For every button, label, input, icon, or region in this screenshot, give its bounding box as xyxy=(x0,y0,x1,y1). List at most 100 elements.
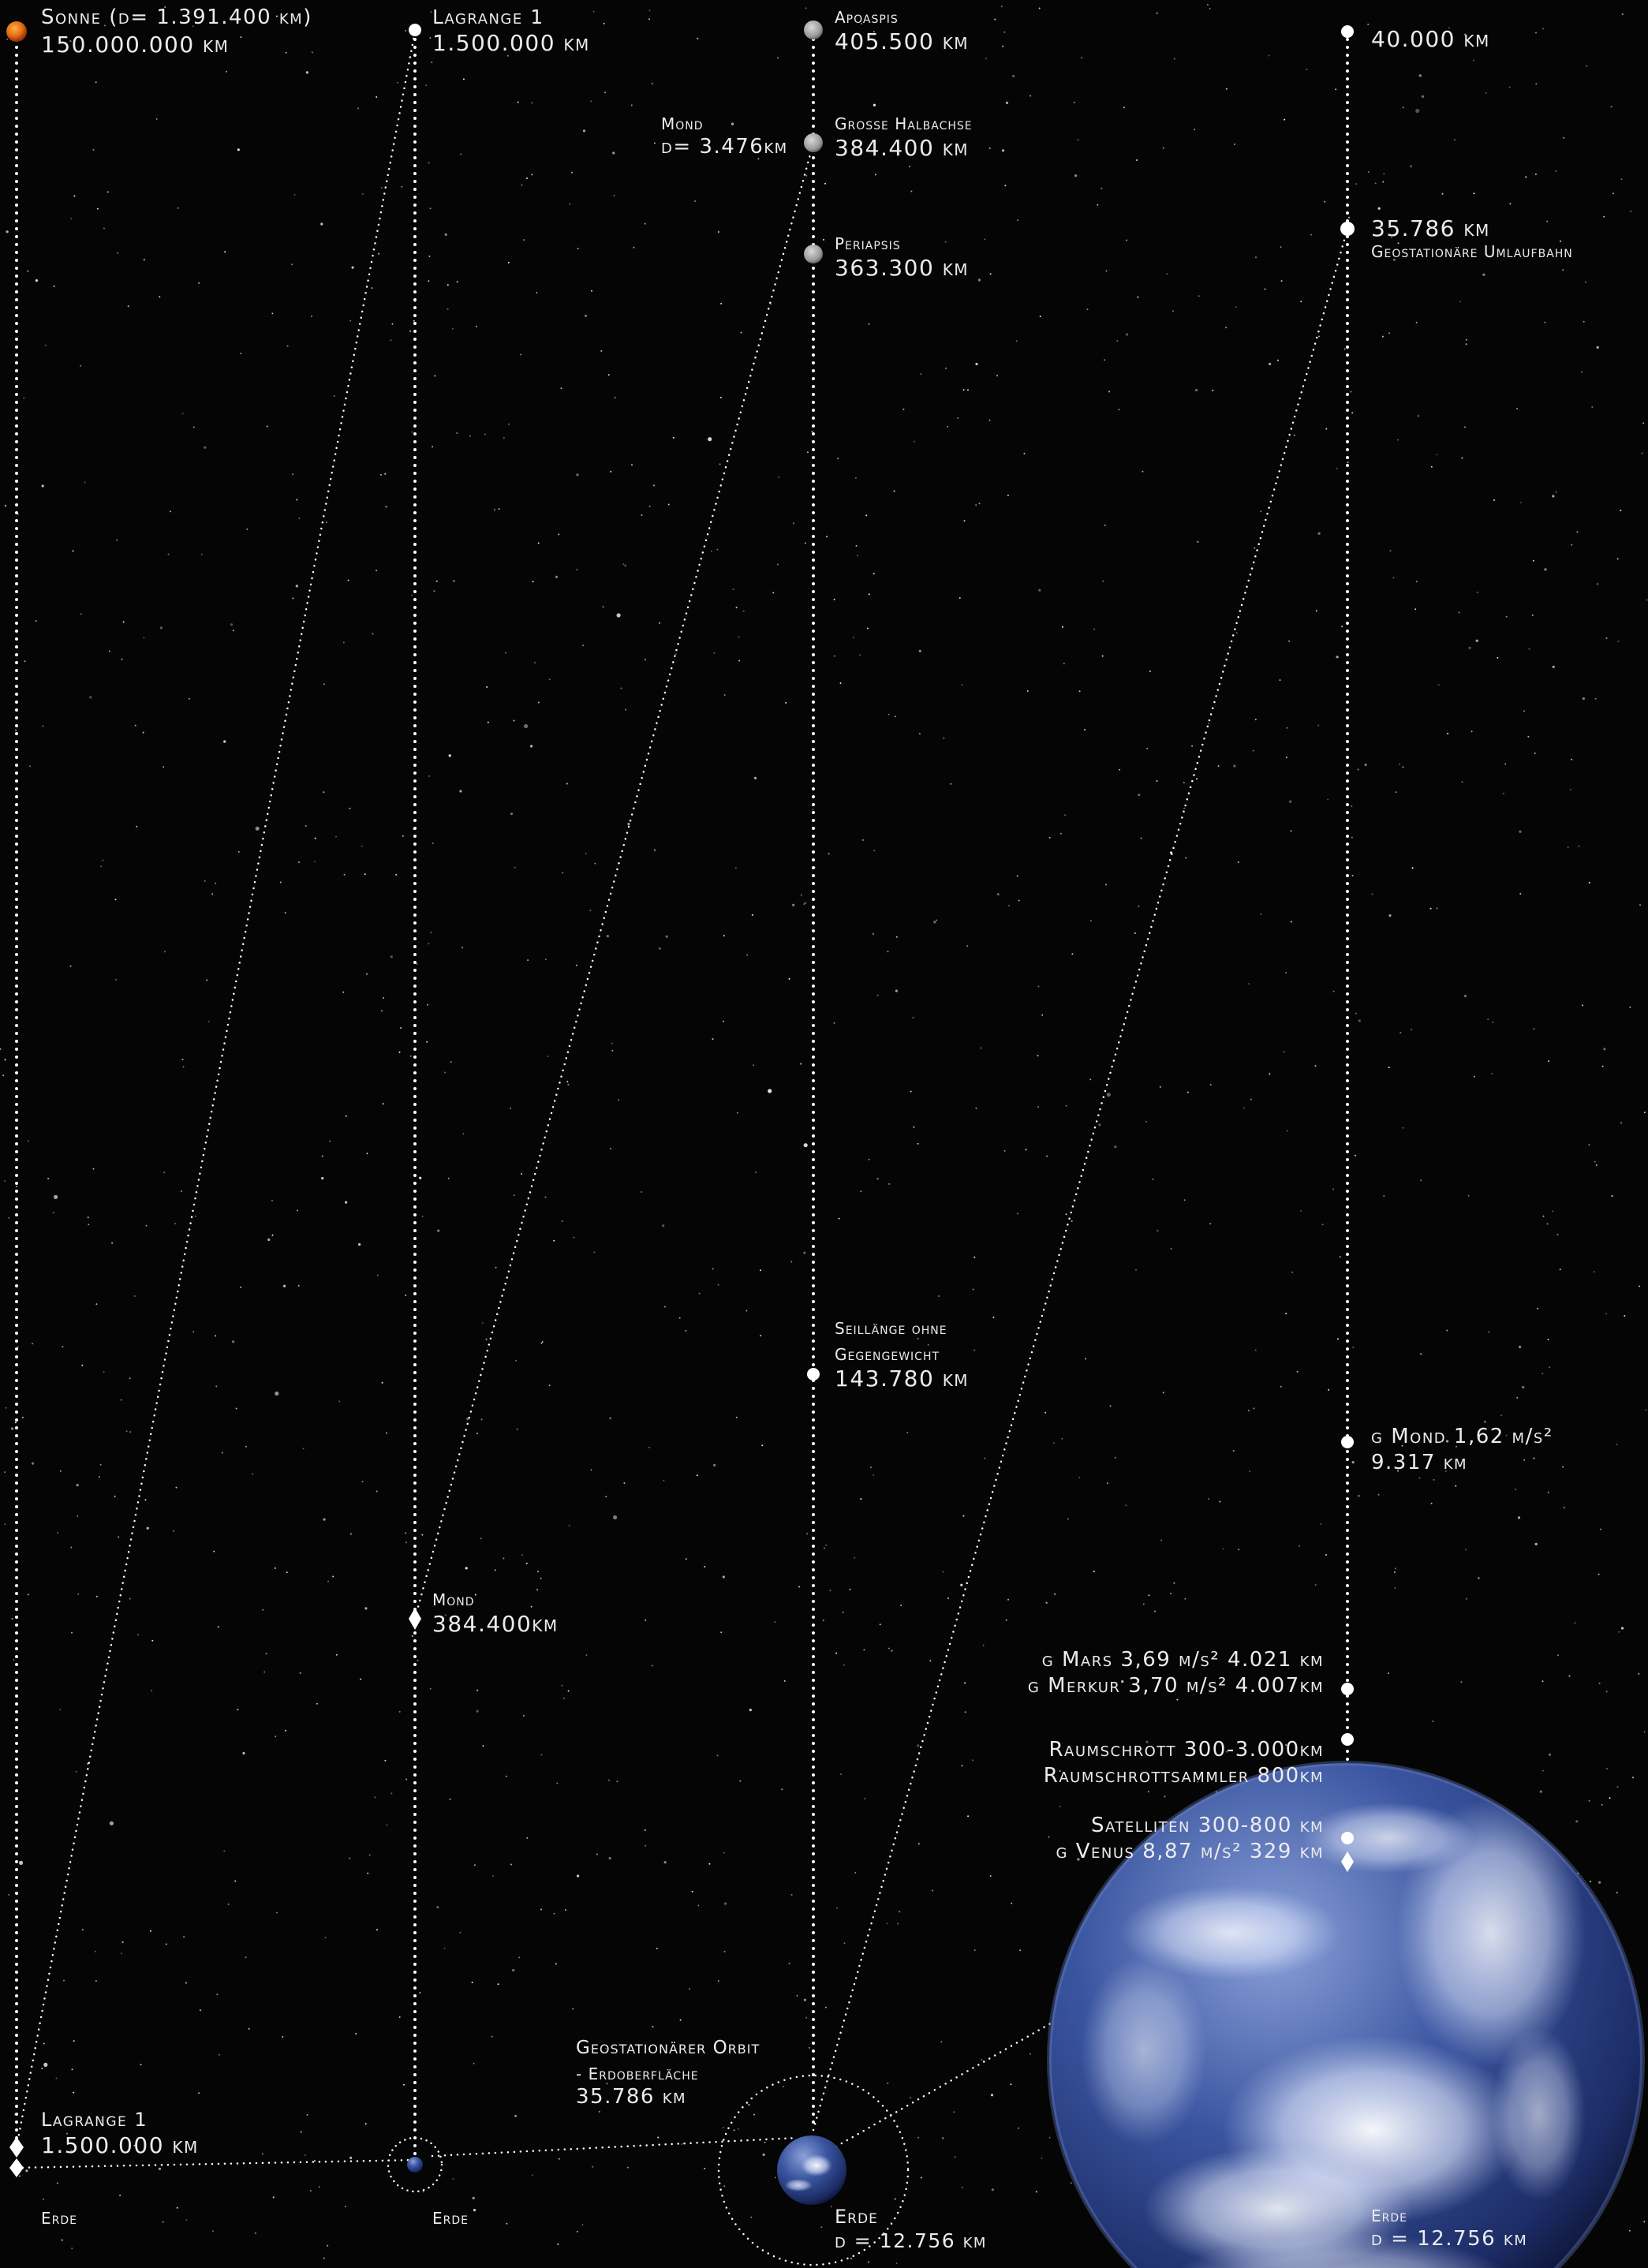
star xyxy=(1225,88,1228,90)
star xyxy=(283,1284,286,1287)
star xyxy=(1339,1256,1341,1258)
star xyxy=(1548,1753,1552,1756)
star xyxy=(722,2127,724,2128)
star xyxy=(1516,408,1519,409)
star xyxy=(1503,792,1504,794)
star xyxy=(343,873,346,876)
star xyxy=(120,1399,122,1401)
star xyxy=(263,1671,266,1673)
star xyxy=(311,51,313,54)
star xyxy=(292,597,294,600)
star xyxy=(654,849,656,851)
star xyxy=(897,148,899,149)
star xyxy=(516,1428,518,1430)
star xyxy=(1455,1485,1457,1487)
star xyxy=(954,2156,956,2158)
star xyxy=(491,2035,493,2038)
star xyxy=(1546,1223,1549,1225)
star xyxy=(417,1659,419,1661)
star xyxy=(962,389,965,391)
star xyxy=(324,1937,327,1939)
star xyxy=(427,1003,428,1006)
star xyxy=(1624,1315,1626,1317)
star xyxy=(868,323,870,325)
star xyxy=(839,1773,842,1776)
star xyxy=(540,1754,543,1756)
star xyxy=(691,1890,693,1892)
star xyxy=(1643,2221,1646,2223)
star xyxy=(1314,1065,1317,1067)
star xyxy=(1196,778,1198,780)
star xyxy=(1061,1437,1063,1440)
star xyxy=(81,1929,84,1931)
star xyxy=(1290,921,1292,923)
moon-g-label: g Mond 1,62 m/s² 9.317 km xyxy=(1371,1424,1553,1475)
moon-g-distance: 9.317 km xyxy=(1371,1450,1468,1474)
star xyxy=(933,921,936,924)
star xyxy=(1574,1622,1576,1624)
star xyxy=(1185,857,1187,859)
star xyxy=(1170,1593,1172,1594)
star xyxy=(917,1843,920,1845)
star xyxy=(663,1306,666,1308)
star xyxy=(1078,690,1081,693)
star xyxy=(1571,758,1573,760)
star xyxy=(1152,1178,1154,1180)
star xyxy=(237,148,240,151)
star xyxy=(778,476,780,478)
star xyxy=(1582,697,1585,701)
star xyxy=(1560,240,1561,242)
star xyxy=(593,1251,596,1254)
star xyxy=(1073,101,1075,103)
star xyxy=(611,1049,614,1052)
star xyxy=(100,2119,103,2121)
star xyxy=(917,1744,920,1747)
star xyxy=(1519,830,1522,833)
star xyxy=(411,594,413,596)
star xyxy=(327,2244,329,2247)
star xyxy=(495,1266,497,1269)
star xyxy=(367,1872,369,1874)
star xyxy=(1465,1549,1467,1551)
star xyxy=(1248,983,1250,985)
star xyxy=(1276,359,1279,361)
star xyxy=(1402,766,1404,768)
star xyxy=(61,2239,63,2241)
star xyxy=(644,1829,646,1831)
star xyxy=(873,103,876,106)
star xyxy=(864,1798,866,1799)
star xyxy=(1017,219,1018,222)
star xyxy=(590,1469,592,1471)
star xyxy=(531,102,533,104)
star xyxy=(232,630,234,632)
star xyxy=(1233,764,1236,768)
star xyxy=(240,1286,242,1288)
star xyxy=(1067,1518,1069,1520)
rope-line2: Gegengewicht xyxy=(835,1345,940,1364)
star xyxy=(71,2247,73,2250)
star xyxy=(522,1714,525,1717)
star xyxy=(720,1631,723,1634)
star xyxy=(1238,1549,1240,1551)
star xyxy=(473,2209,476,2212)
star xyxy=(1643,1731,1646,1733)
star xyxy=(685,1558,687,1560)
star xyxy=(95,1595,98,1597)
star xyxy=(603,22,605,24)
star xyxy=(1515,1489,1517,1490)
star xyxy=(672,436,675,439)
star xyxy=(558,2158,560,2160)
star xyxy=(13,1659,15,1661)
star xyxy=(480,1538,482,1540)
star xyxy=(73,2040,75,2042)
star xyxy=(405,1532,407,1534)
star xyxy=(1215,1791,1217,1793)
star xyxy=(4,1471,6,1474)
star xyxy=(713,1463,716,1467)
star xyxy=(1279,679,1281,682)
star xyxy=(806,451,809,454)
diag-geo xyxy=(812,227,1349,2132)
star xyxy=(1546,220,1549,222)
star xyxy=(895,936,898,938)
star xyxy=(56,2182,58,2184)
